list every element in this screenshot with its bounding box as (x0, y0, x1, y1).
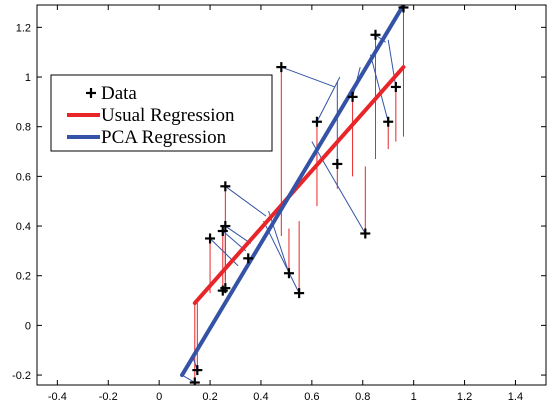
data-point (398, 5, 409, 13)
y-tick-label: 0.6 (16, 171, 31, 183)
y-tick-label: 1.2 (16, 22, 31, 34)
pca-residual-line (225, 185, 267, 217)
pca-residual-line (281, 66, 335, 88)
usual-regression-line (192, 65, 406, 306)
data-point (311, 116, 322, 127)
x-tick-label: 0.8 (355, 391, 370, 403)
data-point (332, 158, 343, 169)
data-point (243, 253, 254, 264)
pca-residual-line (181, 374, 196, 383)
x-tick-label: 0.4 (253, 391, 268, 403)
pca-residual-line (369, 54, 389, 122)
y-tick-label: 0.2 (16, 271, 31, 283)
x-tick-label: 1 (411, 391, 417, 403)
y-tick-label: 0 (25, 320, 31, 332)
data-point (220, 181, 231, 192)
x-tick-label: 0.2 (202, 391, 217, 403)
data-point (370, 29, 381, 40)
data-point (205, 233, 216, 244)
data-point (360, 228, 371, 239)
x-tick-label: -0.4 (48, 391, 67, 403)
data-point (220, 221, 231, 232)
pca-residual-line (268, 210, 290, 274)
data-point (347, 91, 358, 102)
y-tick-label: 0.8 (16, 122, 31, 134)
pca-residual-line (311, 141, 366, 234)
legend-label-pca-regression: PCA Regression (101, 127, 227, 148)
data-point (390, 81, 401, 92)
data-point (192, 365, 203, 376)
pca-regression-line (180, 5, 406, 378)
y-tick-label: 1 (25, 72, 31, 84)
pca-residual-line (263, 220, 300, 294)
x-tick-label: 1.2 (457, 391, 472, 403)
legend-label-data: Data (101, 83, 137, 104)
data-point (276, 62, 287, 73)
data-point (220, 283, 231, 294)
data-point (189, 377, 200, 385)
x-tick-label: 1.4 (508, 391, 523, 403)
x-tick-label: 0 (156, 391, 162, 403)
data-point (294, 288, 305, 299)
x-tick-label: -0.2 (99, 391, 118, 403)
legend-data-marker (86, 88, 96, 98)
y-tick-label: -0.2 (12, 370, 31, 382)
legend-label-usual-regression: Usual Regression (101, 105, 235, 126)
data-point (383, 116, 394, 127)
pca-residual-line (316, 76, 341, 122)
x-tick-label: 0.6 (304, 391, 319, 403)
plot-border (36, 4, 547, 386)
pca-residual-line (225, 225, 252, 244)
data-point (283, 268, 294, 279)
y-tick-label: 0.4 (16, 221, 31, 233)
